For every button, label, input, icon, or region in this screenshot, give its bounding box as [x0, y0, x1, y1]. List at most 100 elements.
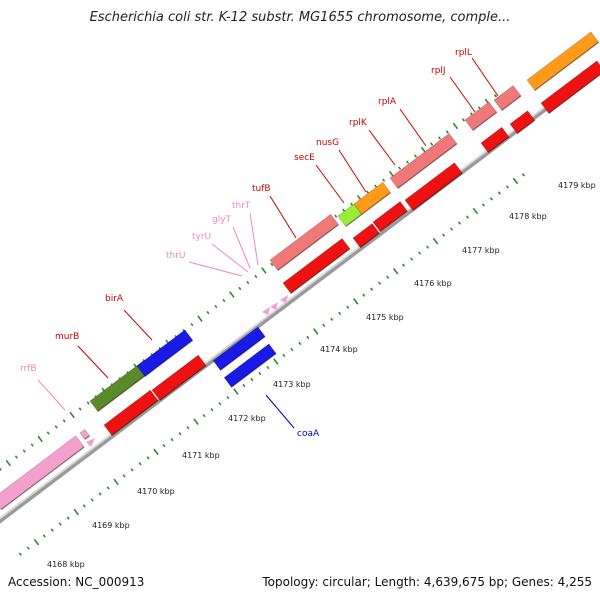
inner-tick	[457, 221, 462, 225]
inner-tick	[122, 474, 126, 478]
inner-tick	[178, 432, 182, 436]
rplK-cds[interactable]	[404, 162, 463, 211]
outer-tick	[37, 435, 43, 443]
kbp-label: 4179 kbp	[558, 181, 596, 190]
gene-label-tufB: tufB	[252, 184, 271, 194]
inner-tick	[42, 534, 46, 538]
inner-tick	[218, 401, 222, 406]
outer-tick	[238, 286, 242, 291]
inner-tick	[322, 323, 326, 327]
tufB-cds-face	[282, 238, 351, 294]
rplA-bar[interactable]	[389, 133, 458, 189]
topology-info-text: Topology: circular; Length: 4,639,675 bp…	[262, 575, 592, 589]
secE-cds[interactable]	[352, 223, 380, 249]
murB-bar-edge	[97, 369, 153, 412]
rpoB-cds-face	[540, 60, 600, 114]
rplK-cds-face	[404, 162, 463, 211]
rplL-cds-face	[509, 110, 536, 135]
rplJ-cds[interactable]	[480, 126, 510, 154]
kbp-label: 4169 kbp	[92, 521, 130, 530]
outer-tick	[246, 280, 250, 285]
coaA-bar-b[interactable]	[223, 343, 277, 388]
leader-thrT	[249, 212, 259, 266]
birA-cds[interactable]	[151, 354, 207, 401]
chromosome-backbone	[0, 64, 600, 524]
gene-label-rrfB: rrfB	[20, 364, 37, 374]
leader-coaA	[265, 394, 295, 429]
inner-tick	[242, 383, 246, 388]
leader-murB	[77, 345, 109, 379]
tufB-cds-edge	[290, 248, 351, 294]
inner-tick	[26, 546, 30, 550]
kbp-label: 4168 kbp	[47, 560, 85, 569]
kbp-label: 4176 kbp	[414, 279, 452, 288]
leader-rplA	[399, 108, 427, 147]
gene-label-birA: birA	[105, 294, 124, 304]
inner-tick	[481, 203, 485, 207]
outer-tick	[214, 304, 218, 309]
rplL-cds[interactable]	[509, 110, 536, 135]
inner-tick	[330, 317, 334, 321]
outer-tick	[397, 166, 402, 170]
gene-label-nusG: nusG	[316, 138, 339, 148]
rplJ-bar-edge	[472, 111, 498, 131]
leader-rplL	[471, 57, 499, 97]
leader-birA	[123, 309, 153, 341]
outer-tick	[86, 401, 90, 405]
outer-tick	[342, 208, 346, 212]
outer-tick	[54, 425, 58, 429]
leader-rrfB	[37, 379, 66, 411]
coaA-bar-a-edge	[219, 335, 266, 371]
rpoB-bar[interactable]	[526, 31, 600, 91]
nusG-bar[interactable]	[353, 181, 392, 215]
inner-tick	[386, 275, 390, 279]
outer-tick	[366, 190, 370, 194]
coaA-bar-b-edge	[230, 352, 277, 388]
birA-bar[interactable]	[136, 329, 194, 377]
outer-tick	[78, 407, 82, 411]
rplA-bar-face	[389, 133, 458, 189]
inner-tick	[58, 522, 62, 526]
inner-tick-track	[18, 173, 525, 556]
inner-tick	[82, 504, 86, 508]
kbp-labels: 4168 kbp 4169 kbp 4170 kbp 4171 kbp 4172 kbp…	[47, 181, 596, 569]
tufB-cds[interactable]	[282, 238, 351, 294]
outer-tick	[405, 160, 410, 164]
kbp-label: 4170 kbp	[137, 487, 175, 496]
outer-tick	[30, 443, 34, 447]
rplJ-bar-face	[464, 101, 498, 131]
rplJ-bar[interactable]	[464, 101, 498, 131]
inner-tick	[432, 237, 439, 245]
murB-cds[interactable]	[103, 389, 159, 436]
outer-tick	[229, 291, 235, 298]
rrfB-bar[interactable]	[0, 435, 85, 511]
accession-text: Accession: NC_000913	[8, 575, 145, 589]
inner-tick	[425, 245, 430, 249]
rpoB-bar-edge	[534, 41, 600, 91]
feature-track[interactable]	[0, 31, 600, 511]
outer-tick	[254, 274, 258, 279]
rrfB-tip[interactable]	[79, 428, 91, 440]
rplL-bar[interactable]	[493, 85, 522, 111]
leader-secE	[315, 164, 345, 204]
inner-tick	[66, 516, 70, 520]
nusG-cds-face	[372, 201, 408, 233]
inner-tick	[449, 227, 454, 231]
inner-tick	[362, 293, 366, 297]
kbp-label: 4177 kbp	[462, 246, 500, 255]
rpoB-cds[interactable]	[540, 60, 600, 114]
outer-tick	[69, 411, 75, 419]
inner-tick	[33, 538, 40, 546]
tufB-bar[interactable]	[269, 213, 339, 271]
outer-tick	[461, 118, 465, 122]
inner-tick	[378, 281, 382, 285]
rrfB-bar-face	[0, 435, 85, 511]
trna-arrow	[270, 302, 278, 310]
inner-tick	[441, 233, 446, 237]
gene-label-tyrU: tyrU	[192, 232, 211, 242]
nusG-cds[interactable]	[372, 201, 408, 233]
coaA-bar-a[interactable]	[212, 326, 266, 371]
outer-tick	[46, 431, 50, 435]
